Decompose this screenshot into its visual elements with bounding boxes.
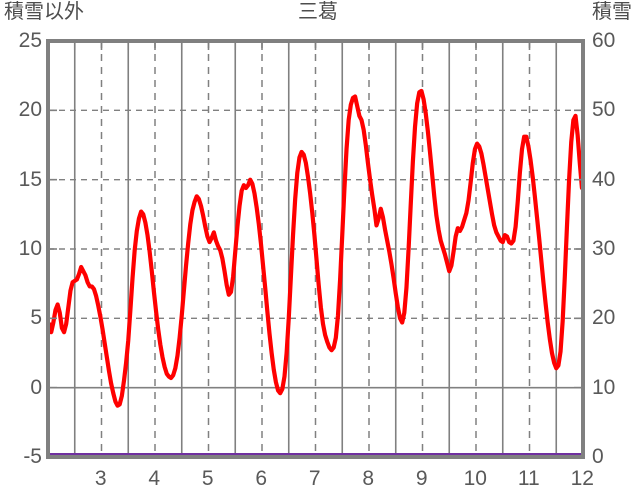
left-axis-title: 積雪以外 (4, 1, 84, 23)
x-axis-tick-3: 3 (94, 467, 107, 490)
chart-title: 三葛 (298, 1, 338, 23)
x-axis-tick-5: 5 (201, 467, 214, 490)
left-axis-tick-20: 20 (18, 98, 42, 122)
left-axis-tick-10: 10 (18, 237, 42, 260)
x-axis-tick-11: 11 (517, 467, 540, 490)
series-line-snow-free (46, 88, 585, 408)
right-axis-tick-20: 20 (592, 306, 616, 330)
left-axis-tick-15: 15 (18, 167, 42, 191)
right-axis-title: 積雪 (592, 1, 632, 23)
right-axis-tick-50: 50 (592, 98, 616, 122)
right-axis-tick-40: 40 (592, 167, 616, 191)
left-axis-tick--5: -5 (23, 445, 42, 468)
x-axis-tick-8: 8 (362, 467, 375, 490)
x-axis-tick-9: 9 (415, 467, 428, 490)
x-axis-tick-6: 6 (255, 467, 268, 490)
left-axis-tick-5: 5 (30, 306, 42, 330)
x-axis-tick-12: 12 (570, 467, 594, 490)
right-axis-tick-30: 30 (592, 237, 616, 260)
x-axis-tick-7: 7 (308, 467, 321, 490)
x-axis-tick-4: 4 (148, 467, 161, 490)
left-axis-tick-25: 25 (18, 29, 42, 52)
x-axis-tick-10: 10 (463, 467, 487, 490)
right-axis-tick-10: 10 (592, 375, 616, 399)
right-axis-tick-0: 0 (592, 445, 604, 468)
right-axis-tick-60: 60 (592, 29, 616, 52)
left-axis-tick-0: 0 (30, 375, 42, 399)
